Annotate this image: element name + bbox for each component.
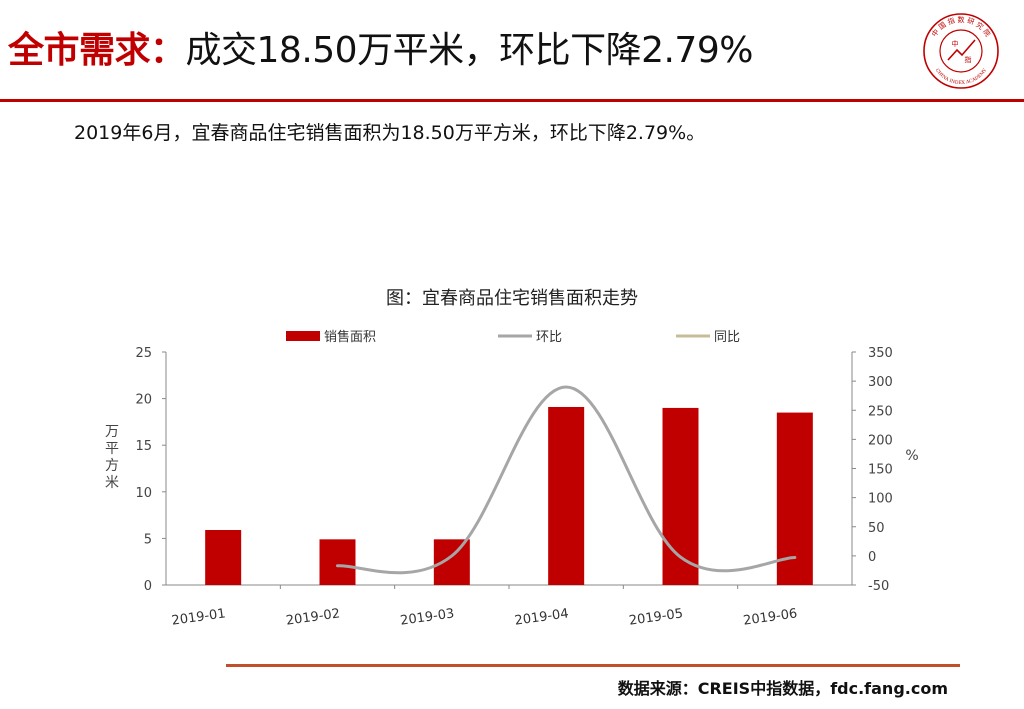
legend-label-1: 环比 [536,330,562,345]
bar-sales-area [205,530,242,585]
bar-sales-area [319,539,356,585]
right-axis-tick-label: 50 [868,521,885,536]
x-axis-tick-label: 2019-02 [285,606,341,628]
page-title-headline: 成交18.50万平米，环比下降2.79% [185,30,754,71]
x-axis-tick-label: 2019-05 [628,606,684,628]
data-source: 数据来源：CREIS中指数据，fdc.fang.com [617,679,948,698]
y-axis-label: 万平方米 [105,424,119,491]
logo-center-char-2: 指 [965,55,972,64]
left-axis-tick-label: 15 [135,439,152,454]
right-axis-tick-label: 250 [868,404,893,419]
right-axis-tick-label: 100 [868,492,893,507]
footer-divider [226,664,960,667]
left-axis-tick-label: 20 [135,393,152,408]
logo-outer-ring [923,13,999,89]
y2-axis-label: % [905,448,918,464]
right-axis-tick-label: 350 [868,346,893,361]
legend-label-0: 销售面积 [324,329,376,345]
x-axis-tick-label: 2019-06 [742,606,798,628]
legend-swatch-0 [286,331,320,341]
x-axis-tick-label: 2019-01 [171,606,227,628]
page-title: 全市需求：成交18.50万平米，环比下降2.79% [8,26,753,76]
right-axis-tick-label: 200 [868,433,893,448]
summary-text: 2019年6月，宜春商品住宅销售面积为18.50万平方米，环比下降2.79%。 [74,122,706,144]
line-series-mom [336,385,797,575]
left-axis-tick-label: 5 [144,532,152,547]
bar-sales-area [433,539,470,585]
logo-center-char-1: 中 [952,39,959,48]
x-axis-tick-label: 2019-04 [514,606,570,628]
logo-inner-ring [939,29,983,73]
bar-sales-area [548,406,585,585]
left-axis-tick-label: 10 [135,486,152,501]
page-title-lead: 全市需求： [8,30,186,71]
left-axis-tick-label: 25 [135,346,152,361]
legend-label-2: 同比 [714,330,740,345]
title-divider [0,99,1024,102]
left-axis-tick-label: 0 [144,579,152,594]
right-axis-tick-label: 0 [868,550,876,565]
x-axis-tick-label: 2019-03 [399,606,455,628]
right-axis-tick-label: -50 [868,579,889,594]
right-axis-tick-label: 300 [868,375,893,390]
chart-title: 图：宜春商品住宅销售面积走势 [386,288,638,309]
logo-trend-mark [947,39,976,61]
china-index-academy-logo: 中 国 指 数 研 究 院 CHINA INDEX ACADEMY 中 指 [923,13,999,89]
right-axis-tick-label: 150 [868,463,893,478]
